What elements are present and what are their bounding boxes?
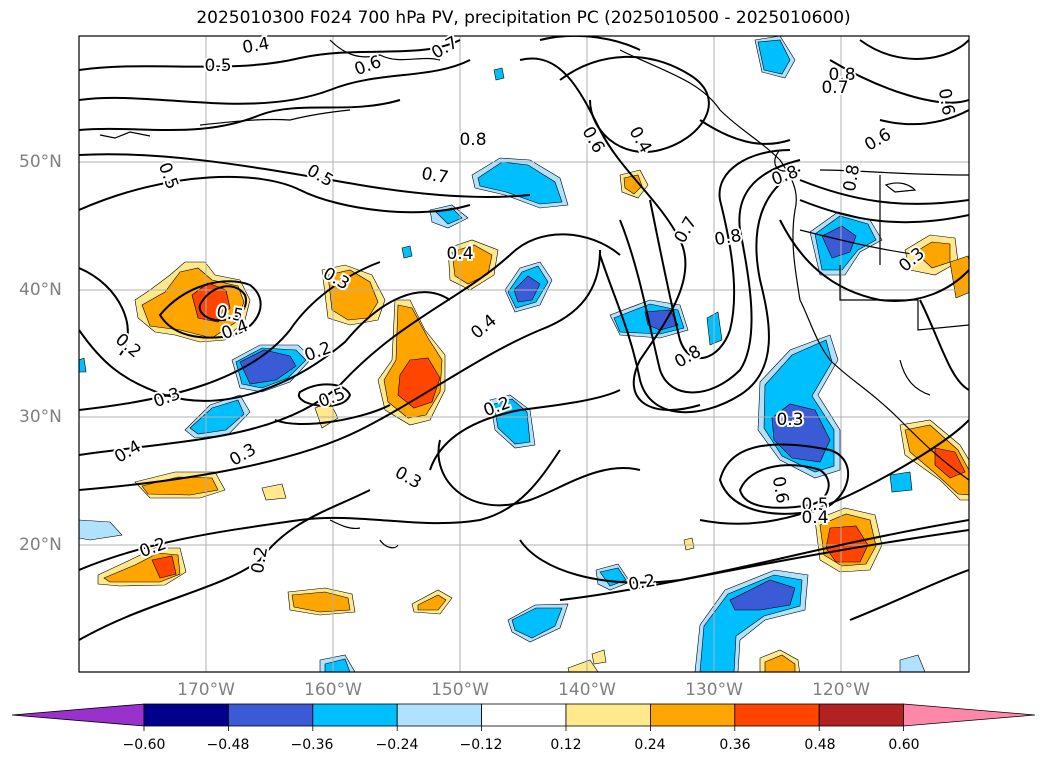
- lon-label-140w: 140°W: [558, 680, 616, 700]
- colorbar-segment: [481, 703, 567, 727]
- precip-negative: [324, 658, 351, 672]
- contour-label: 0.8: [769, 162, 801, 190]
- precip-positive: [623, 174, 643, 195]
- precip-negative: [511, 607, 563, 639]
- colorbar-tick: 0.48: [804, 737, 836, 753]
- colorbar-tick: −0.12: [459, 737, 503, 753]
- pv-contours: [79, 36, 969, 641]
- precip-negative: [899, 654, 926, 672]
- contour-label: 0.4: [111, 437, 144, 468]
- colorbar-tick: 0.24: [634, 737, 666, 753]
- contour-label: 0.7: [671, 213, 702, 246]
- colorbar-tick: −0.24: [375, 737, 419, 753]
- contour-label: 0.8: [828, 65, 855, 85]
- colorbar-segment: [143, 703, 229, 727]
- contour-label: 0.5: [204, 56, 231, 76]
- contour-label: 0.8: [459, 130, 486, 150]
- contour-label: 0.8: [840, 163, 864, 193]
- precip-positive: [151, 555, 177, 579]
- colorbar-tick: 0.36: [719, 737, 751, 753]
- colorbar-tick: −0.60: [122, 737, 166, 753]
- precip-positive: [261, 483, 287, 501]
- lon-label-120w: 120°W: [812, 680, 870, 700]
- contour-label: 0.3: [391, 463, 424, 494]
- colorbar-segment: [565, 703, 651, 727]
- precip-negative: [239, 349, 297, 385]
- colorbar-extend-high: [903, 703, 1036, 727]
- coastlines: [99, 39, 969, 549]
- map-frame: [78, 35, 970, 673]
- contour-label: 0.8: [671, 342, 704, 373]
- colorbar-tick: 0.12: [550, 737, 582, 753]
- lon-label-150w: 150°W: [431, 680, 489, 700]
- contour-label: 0.8: [713, 226, 743, 250]
- chart-title: 2025010300 F024 700 hPa PV, precipitatio…: [196, 8, 851, 28]
- precip-negative: [821, 225, 857, 259]
- colorbar-tick: 0.60: [888, 737, 920, 753]
- precip-positive: [567, 659, 599, 672]
- precip-positive: [291, 591, 351, 613]
- precip-negative: [757, 39, 791, 75]
- colorbar-segment: [312, 703, 398, 727]
- contour-label: 0.6: [934, 87, 958, 117]
- colorbar-tick: −0.48: [206, 737, 250, 753]
- colorbar-segment: [818, 703, 905, 727]
- contour-label: 0.5: [154, 160, 182, 192]
- precip-positive: [591, 649, 607, 665]
- precip-positive: [764, 654, 796, 672]
- contour-label: 0.4: [467, 311, 501, 344]
- contour-label: 0.4: [801, 508, 828, 528]
- precip-positive: [683, 537, 695, 551]
- precip-negative: [729, 579, 796, 611]
- contour-label: 0.5: [303, 161, 336, 192]
- contour-label: 0.2: [627, 571, 657, 595]
- contour-label: 0.6: [578, 123, 609, 156]
- lon-label-130w: 130°W: [685, 680, 743, 700]
- lat-label-30n: 30°N: [19, 407, 62, 427]
- colorbar-tick: −0.36: [290, 737, 334, 753]
- precip-negative: [889, 471, 913, 493]
- colorbar-segment: [650, 703, 736, 727]
- contour-label: 0.2: [302, 338, 334, 366]
- precip-negative: [401, 245, 413, 259]
- contour-labels: 0.40.5 0.60.70.80.7 0.60.8 0.6 0.4 0.60.5 0.5 0…: [109, 31, 960, 598]
- colorbar-segment: [227, 703, 314, 727]
- contour-label: 0.7: [821, 78, 848, 98]
- precip-positive: [934, 447, 966, 479]
- lon-label-160w: 160°W: [304, 680, 362, 700]
- precip-positive: [397, 357, 441, 409]
- contour-label: 0.5: [801, 495, 828, 515]
- lat-label-40n: 40°N: [19, 280, 62, 300]
- precip-negative: [79, 357, 87, 373]
- precip-negative: [79, 519, 123, 541]
- colorbar-segment: [396, 703, 483, 727]
- lat-label-20n: 20°N: [19, 535, 62, 555]
- precip-negative: [513, 275, 541, 303]
- precip-negative: [477, 161, 563, 205]
- colorbar-extend-low: [11, 703, 145, 727]
- precip-positive: [417, 594, 447, 611]
- colorbar: [11, 703, 1036, 731]
- gridlines: [79, 36, 969, 672]
- contour-label: 0.2: [111, 330, 145, 363]
- contour-label: 0.4: [241, 34, 271, 58]
- contour-label: 0.7: [420, 164, 450, 188]
- contour-label: 0.2: [248, 545, 272, 575]
- precip-positive: [949, 255, 969, 299]
- precip-positive: [914, 241, 951, 269]
- contour-label: 0.3: [776, 410, 803, 430]
- contour-label: 0.4: [446, 244, 473, 264]
- contour-label: 0.6: [768, 475, 792, 505]
- precip-negative: [493, 67, 505, 81]
- lat-label-50n: 50°N: [19, 152, 62, 172]
- colorbar-segment: [734, 703, 820, 727]
- lon-label-170w: 170°W: [177, 680, 235, 700]
- contour-label: 0.3: [151, 384, 183, 412]
- contour-label: 0.6: [861, 125, 894, 156]
